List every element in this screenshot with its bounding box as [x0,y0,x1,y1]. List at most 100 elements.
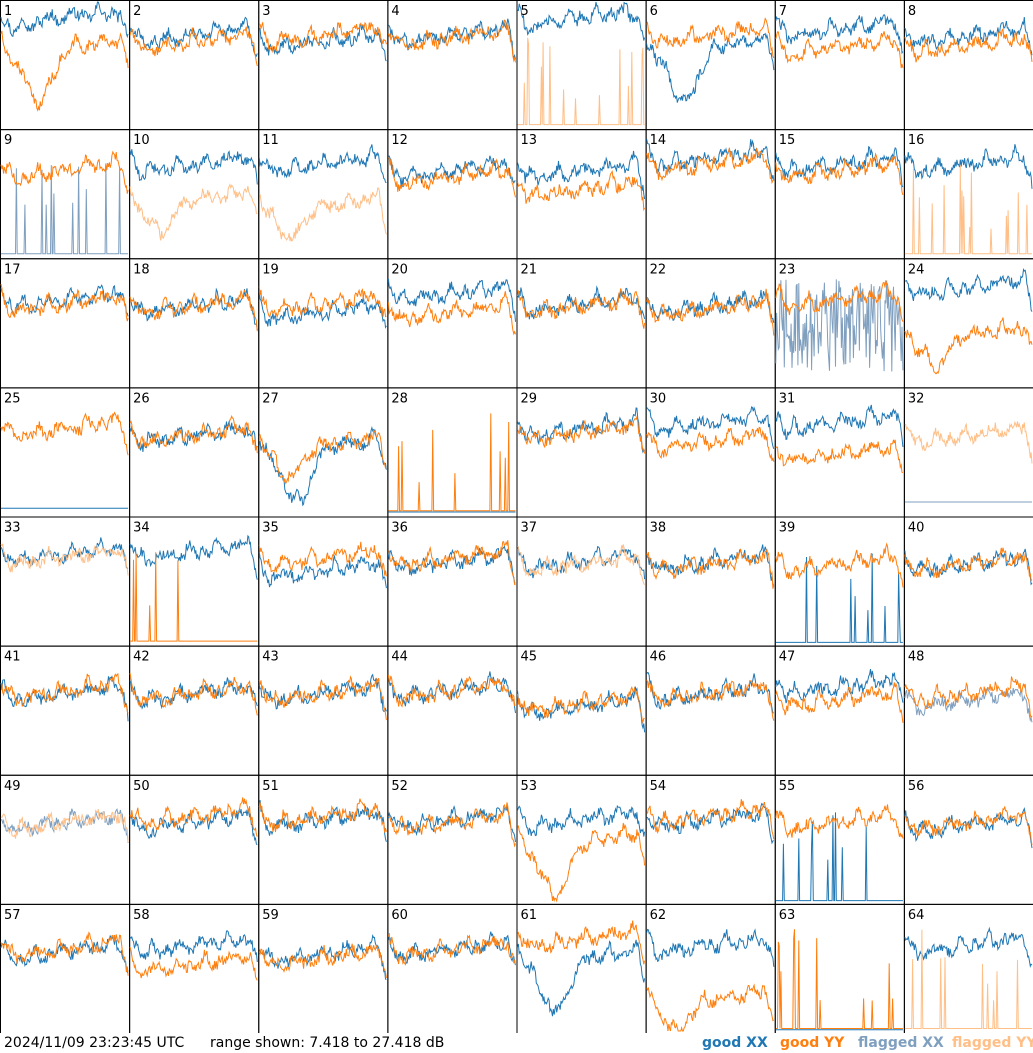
panel-frame [387,387,518,518]
panel-61: 61 [516,903,647,1033]
series-good-yy [0,30,129,112]
panel-label: 59 [262,908,279,923]
panel-frame [129,258,260,389]
panel-frame [129,774,260,905]
series-good-xx [517,939,646,1017]
legend-flagged-xx: flagged XX [858,1035,944,1051]
panel-label: 43 [262,650,279,665]
panel-21: 21 [516,258,647,389]
panel-53: 53 [516,774,647,905]
series-good-xx [517,285,646,320]
panel-label: 19 [262,262,279,277]
series-good-xx [517,686,646,733]
series-good-yy [0,283,129,322]
panel-3: 3 [258,0,389,131]
series-good-yy [646,799,775,840]
panel-5: 5 [516,0,647,131]
panel-label: 22 [650,262,667,277]
panel-label: 42 [133,650,150,665]
series-good-yy [646,679,775,721]
panel-label: 2 [133,4,141,19]
series-good-yy [258,286,387,319]
panel-frame [645,258,776,389]
panel-16: 16 [903,129,1033,260]
series-good-yy [775,31,904,69]
series-good-yy [388,540,516,586]
panel-31: 31 [774,387,905,518]
series-good-xx [258,934,387,980]
panel-9: 9 [0,129,131,260]
panel-label: 48 [908,650,925,665]
panel-40: 40 [903,516,1033,647]
series-good-yy [646,548,775,589]
series-good-yy [387,291,516,336]
panel-label: 44 [391,650,408,665]
series-flagged-yy [258,187,387,242]
panel-label: 25 [4,391,21,406]
legend-good-xx: good XX [702,1035,768,1051]
series-good-xx [904,548,1033,586]
panel-frame [387,516,518,647]
panel-label: 61 [521,908,538,923]
series-good-yy [646,288,775,336]
panel-frame [258,129,389,260]
series-good-yy [517,169,646,212]
panel-frame [903,903,1033,1033]
panel-frame [387,774,518,905]
panel-label: 11 [262,133,279,148]
panel-7: 7 [774,0,905,131]
panel-frame [258,387,389,518]
panel-50: 50 [129,774,260,905]
series-good-yy [258,943,387,978]
series-good-xx [129,149,258,185]
series-good-yy [388,802,516,848]
legend-good-yy: good YY [780,1035,845,1051]
panel-14: 14 [645,129,776,260]
panel-37: 37 [516,516,647,647]
series-good-yy [0,411,129,456]
panel-label: 62 [650,908,667,923]
panel-label: 15 [779,133,796,148]
panel-frame [387,129,518,260]
series-good-xx [517,545,646,580]
series-flagged-yy [0,543,129,576]
series-good-xx [0,537,129,569]
panel-label: 57 [4,908,21,923]
panel-frame [129,387,260,518]
series-good-xx [258,673,387,712]
panel-62: 62 [645,903,776,1033]
panel-label: 3 [262,4,270,19]
panel-label: 34 [133,521,150,536]
series-good-xx [517,1,646,41]
series-good-yy [129,289,258,332]
series-good-xx [129,930,258,963]
series-good-xx [646,928,775,967]
series-good-yy [387,19,516,63]
panel-frame [645,774,776,905]
series-good-yy [904,28,1033,63]
series-good-xx [388,18,516,61]
panel-28: 28 [387,387,518,518]
panel-label: 51 [262,779,279,794]
series-good-xx [0,934,129,974]
panel-frame [129,129,260,260]
panel-38: 38 [645,516,776,647]
series-good-xx [904,144,1033,189]
series-good-xx [904,806,1033,849]
panel-11: 11 [258,129,389,260]
series-good-yy [775,439,904,474]
panel-label: 50 [133,779,150,794]
panel-29: 29 [516,387,647,518]
panel-frame [516,0,647,131]
panel-41: 41 [0,645,131,776]
panel-13: 13 [516,129,647,260]
panel-label: 49 [4,779,21,794]
panel-52: 52 [387,774,518,905]
panel-46: 46 [645,645,776,776]
panel-label: 14 [650,133,667,148]
series-good-xx [388,155,516,188]
panel-frame [129,645,260,776]
panel-20: 20 [387,258,518,389]
series-good-xx [387,805,516,843]
panel-42: 42 [129,645,260,776]
